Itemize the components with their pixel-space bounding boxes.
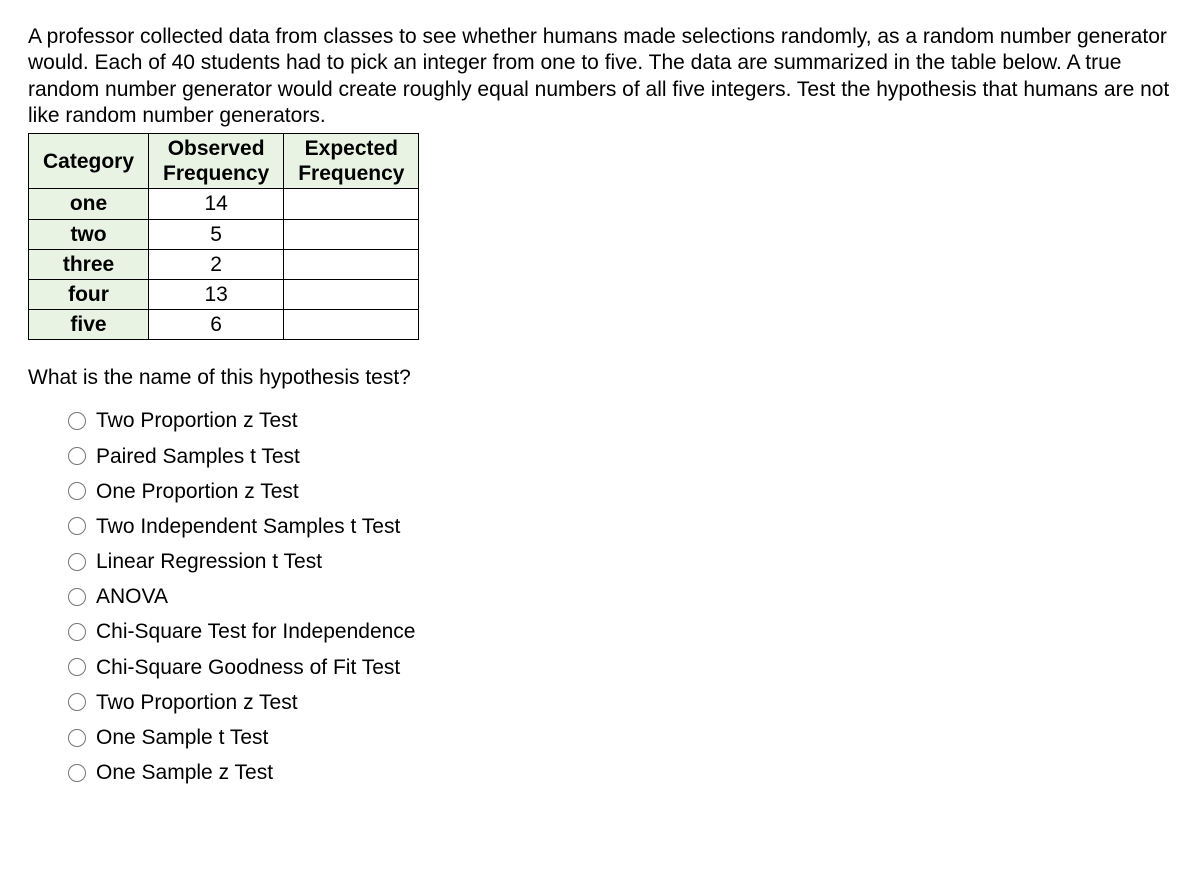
expected-cell: [284, 189, 419, 219]
category-cell: five: [29, 310, 149, 340]
intro-paragraph: A professor collected data from classes …: [28, 24, 1172, 129]
expected-cell: [284, 249, 419, 279]
frequency-table: Category Observed Frequency Expected Fre…: [28, 133, 419, 340]
option-row: Paired Samples t Test: [68, 444, 1172, 469]
option-radio[interactable]: [68, 447, 86, 465]
category-cell: four: [29, 279, 149, 309]
observed-cell: 6: [149, 310, 284, 340]
table-header-observed: Observed Frequency: [149, 134, 284, 189]
option-label[interactable]: Paired Samples t Test: [96, 444, 300, 469]
table-header-expected-line2: Frequency: [298, 162, 404, 185]
option-row: Two Proportion z Test: [68, 690, 1172, 715]
option-label[interactable]: Two Independent Samples t Test: [96, 514, 400, 539]
option-row: One Sample z Test: [68, 760, 1172, 785]
option-radio[interactable]: [68, 729, 86, 747]
option-radio[interactable]: [68, 764, 86, 782]
option-label[interactable]: One Sample z Test: [96, 760, 273, 785]
table-row: three 2: [29, 249, 419, 279]
option-row: Linear Regression t Test: [68, 549, 1172, 574]
observed-cell: 2: [149, 249, 284, 279]
option-label[interactable]: Two Proportion z Test: [96, 408, 298, 433]
table-row: four 13: [29, 279, 419, 309]
category-cell: three: [29, 249, 149, 279]
option-label[interactable]: ANOVA: [96, 584, 168, 609]
option-radio[interactable]: [68, 588, 86, 606]
category-cell: one: [29, 189, 149, 219]
option-radio[interactable]: [68, 553, 86, 571]
option-label[interactable]: Two Proportion z Test: [96, 690, 298, 715]
observed-cell: 14: [149, 189, 284, 219]
table-header-category: Category: [29, 134, 149, 189]
option-label[interactable]: One Sample t Test: [96, 725, 268, 750]
option-radio[interactable]: [68, 482, 86, 500]
option-label[interactable]: Chi-Square Test for Independence: [96, 619, 416, 644]
expected-cell: [284, 279, 419, 309]
category-cell: two: [29, 219, 149, 249]
option-radio[interactable]: [68, 412, 86, 430]
table-header-observed-line2: Frequency: [163, 162, 269, 185]
observed-cell: 13: [149, 279, 284, 309]
option-row: ANOVA: [68, 584, 1172, 609]
question-text: What is the name of this hypothesis test…: [28, 366, 1172, 390]
observed-cell: 5: [149, 219, 284, 249]
option-radio[interactable]: [68, 693, 86, 711]
option-label[interactable]: Chi-Square Goodness of Fit Test: [96, 655, 400, 680]
table-header-expected: Expected Frequency: [284, 134, 419, 189]
table-header-expected-line1: Expected: [305, 137, 398, 160]
option-radio[interactable]: [68, 623, 86, 641]
option-row: One Proportion z Test: [68, 479, 1172, 504]
expected-cell: [284, 310, 419, 340]
expected-cell: [284, 219, 419, 249]
option-row: Two Independent Samples t Test: [68, 514, 1172, 539]
options-group: Two Proportion z Test Paired Samples t T…: [28, 408, 1172, 785]
option-row: Two Proportion z Test: [68, 408, 1172, 433]
table-header-observed-line1: Observed: [168, 137, 265, 160]
option-radio[interactable]: [68, 658, 86, 676]
option-row: Chi-Square Goodness of Fit Test: [68, 655, 1172, 680]
option-row: One Sample t Test: [68, 725, 1172, 750]
option-row: Chi-Square Test for Independence: [68, 619, 1172, 644]
table-row: one 14: [29, 189, 419, 219]
option-label[interactable]: Linear Regression t Test: [96, 549, 322, 574]
table-row: two 5: [29, 219, 419, 249]
option-label[interactable]: One Proportion z Test: [96, 479, 299, 504]
option-radio[interactable]: [68, 517, 86, 535]
table-row: five 6: [29, 310, 419, 340]
